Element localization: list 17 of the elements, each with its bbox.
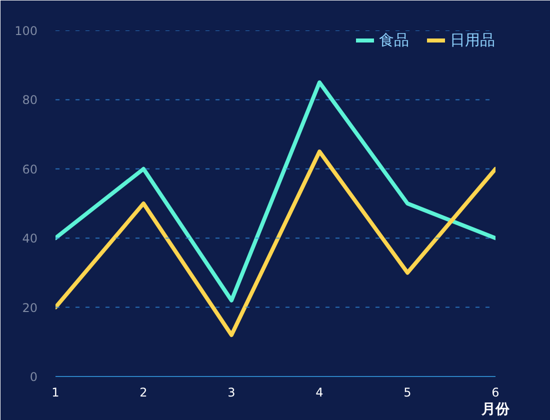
y-tick-label: 0 <box>30 370 38 384</box>
x-tick-label: 1 <box>52 386 60 400</box>
x-tick-label: 5 <box>404 386 412 400</box>
y-tick-label: 100 <box>14 24 38 38</box>
line-series <box>56 80 496 302</box>
x-tick-label: 6 <box>492 386 500 400</box>
x-tick-label: 4 <box>316 386 324 400</box>
y-tick-label: 60 <box>22 162 38 176</box>
x-tick-label: 3 <box>228 386 236 400</box>
x-axis-title: 月份 <box>480 402 510 418</box>
y-tick-label: 40 <box>22 232 38 246</box>
x-tick-label: 2 <box>140 386 148 400</box>
legend-label: 日用品 <box>450 30 495 50</box>
y-tick-label: 20 <box>22 300 38 315</box>
y-tick-label: 80 <box>22 93 38 108</box>
line-series <box>56 150 496 337</box>
legend-label: 食品 <box>379 30 409 50</box>
